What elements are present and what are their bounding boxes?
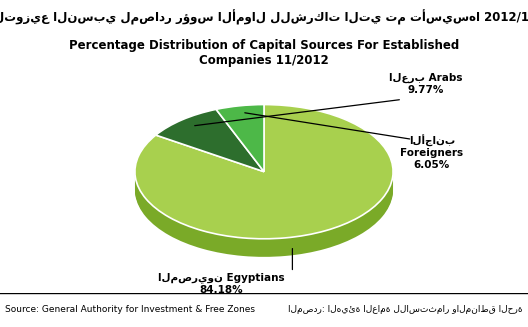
Wedge shape (156, 121, 264, 183)
Wedge shape (216, 105, 264, 172)
Text: العرب Arabs
9.77%: العرب Arabs 9.77% (389, 73, 462, 95)
Text: المصدر: الهيئة العامة للاستثمار والمناطق الحرة: المصدر: الهيئة العامة للاستثمار والمناطق… (288, 305, 523, 314)
Wedge shape (135, 111, 393, 245)
Wedge shape (216, 123, 264, 190)
Wedge shape (135, 106, 393, 240)
Wedge shape (135, 110, 393, 244)
Wedge shape (216, 111, 264, 178)
Wedge shape (216, 109, 264, 176)
Wedge shape (216, 112, 264, 180)
Wedge shape (135, 105, 393, 239)
Wedge shape (216, 119, 264, 186)
Text: Percentage Distribution of Capital Sources For Established
Companies 11/2012: Percentage Distribution of Capital Sourc… (69, 39, 459, 67)
Wedge shape (216, 115, 264, 182)
Wedge shape (135, 107, 393, 241)
Text: Source: General Authority for Investment & Free Zones: Source: General Authority for Investment… (5, 305, 255, 314)
Wedge shape (156, 118, 264, 181)
Wedge shape (135, 117, 393, 252)
Wedge shape (216, 106, 264, 173)
Wedge shape (156, 126, 264, 188)
Wedge shape (216, 117, 264, 184)
Wedge shape (156, 128, 264, 190)
Wedge shape (216, 107, 264, 174)
Wedge shape (135, 120, 393, 254)
Wedge shape (135, 116, 393, 250)
Wedge shape (156, 111, 264, 173)
Wedge shape (156, 116, 264, 178)
Wedge shape (135, 115, 393, 249)
Wedge shape (216, 120, 264, 187)
Wedge shape (135, 112, 393, 247)
Wedge shape (216, 110, 264, 177)
Wedge shape (156, 113, 264, 176)
Wedge shape (135, 121, 393, 256)
Wedge shape (156, 112, 264, 174)
Wedge shape (135, 113, 393, 248)
Wedge shape (216, 113, 264, 181)
Wedge shape (156, 125, 264, 187)
Wedge shape (135, 109, 393, 243)
Text: الأجانب
Foreigners
6.05%: الأجانب Foreigners 6.05% (400, 135, 464, 170)
Wedge shape (156, 124, 264, 186)
Wedge shape (156, 120, 264, 182)
Wedge shape (156, 122, 264, 184)
Wedge shape (135, 123, 393, 257)
Wedge shape (156, 109, 264, 172)
Wedge shape (135, 119, 393, 253)
Wedge shape (156, 114, 264, 177)
Wedge shape (216, 121, 264, 188)
Wedge shape (216, 116, 264, 183)
Wedge shape (156, 117, 264, 180)
Text: التوزيع النسبي لمصادر رؤوس الأموال للشركات التي تم تأسيسها 2012/11: التوزيع النسبي لمصادر رؤوس الأموال للشرك… (0, 10, 528, 25)
Text: المصريون Egyptians
84.18%: المصريون Egyptians 84.18% (158, 272, 285, 295)
